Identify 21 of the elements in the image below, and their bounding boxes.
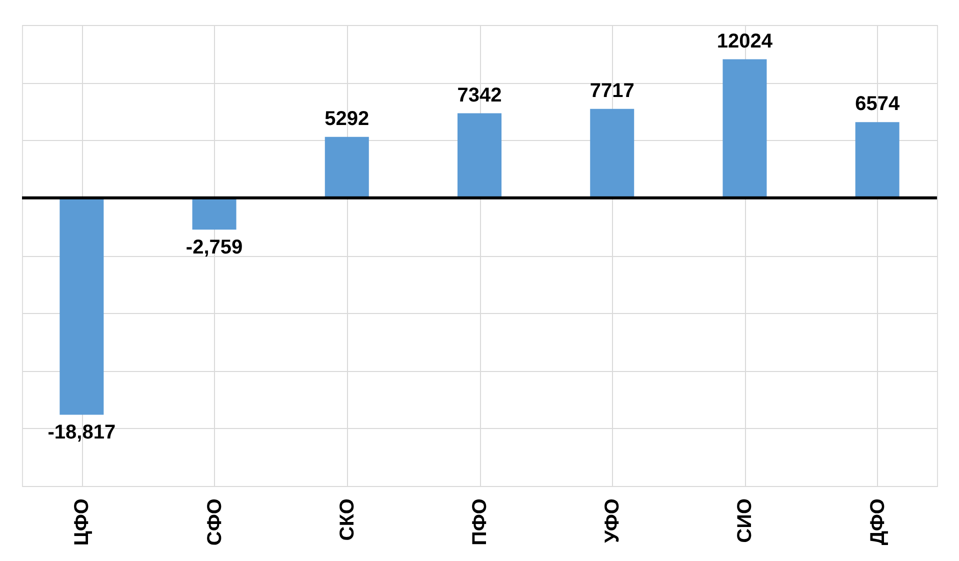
x-tick-label: ДФО	[866, 498, 889, 546]
bar	[192, 198, 236, 230]
bar	[590, 108, 634, 198]
bar	[458, 113, 502, 198]
data-label: 5292	[324, 108, 370, 130]
data-label: 12024	[716, 30, 774, 52]
x-tick-label: СИО	[734, 498, 756, 543]
data-label: 7342	[457, 84, 502, 106]
x-tick-label: ПФО	[469, 498, 491, 546]
bar	[855, 122, 900, 198]
x-tick-label: СКО	[336, 498, 358, 541]
data-label: -2,759	[186, 236, 243, 259]
bar	[722, 59, 767, 198]
data-label: 7717	[590, 80, 634, 102]
bar	[324, 136, 369, 198]
data-label: 6574	[855, 93, 900, 116]
data-label: -18,817	[48, 422, 116, 444]
bar	[60, 198, 104, 415]
x-tick-label: СФО	[204, 498, 226, 546]
x-tick-label: ЦФО	[71, 498, 94, 546]
x-tick-label: УФО	[602, 498, 624, 543]
